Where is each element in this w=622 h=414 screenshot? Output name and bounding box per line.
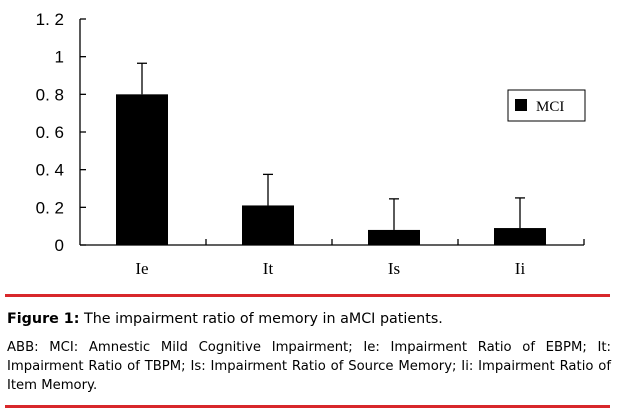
y-tick-label: 0. 8: [36, 85, 64, 104]
caption-top-rule: [5, 294, 610, 297]
y-tick-label: 0: [55, 236, 64, 255]
y-tick-label: 0. 6: [36, 123, 64, 142]
figure-caption-note: ABB: MCI: Amnestic Mild Cognitive Impair…: [7, 340, 611, 393]
y-tick-label: 1: [55, 48, 64, 67]
bars: [116, 94, 546, 245]
y-tick-label: 0. 2: [36, 198, 64, 217]
y-tick-label: 1. 2: [36, 10, 64, 29]
y-tick-label: 0. 4: [36, 161, 64, 180]
legend: MCI: [507, 89, 586, 122]
bar: [116, 94, 168, 245]
chart-area: 0 0. 2 0. 4 0. 6 0. 8 1 1. 2 Ie It Is Ii MCI: [36, 10, 586, 278]
bar: [368, 229, 420, 245]
bar-chart: 0 0. 2 0. 4 0. 6 0. 8 1 1. 2 Ie It Is Ii MCI: [36, 10, 586, 278]
x-category-label: Ie: [135, 259, 148, 278]
legend-label: MCI: [536, 99, 564, 115]
x-category-label: It: [263, 259, 274, 278]
caption-bottom-rule: [5, 405, 610, 408]
error-bars: [137, 62, 525, 230]
figure-label: Figure 1:: [7, 311, 80, 327]
bar: [494, 228, 546, 245]
figure-caption-title: Figure 1: The impairment ratio of memory…: [7, 310, 612, 328]
x-category-label: Ii: [515, 259, 526, 278]
legend-swatch: [515, 99, 527, 111]
y-axis: 0 0. 2 0. 4 0. 6 0. 8 1 1. 2: [36, 10, 86, 255]
x-category-label: Is: [388, 259, 400, 278]
figure-title: The impairment ratio of memory in aMCI p…: [79, 311, 443, 327]
bar: [242, 205, 294, 245]
